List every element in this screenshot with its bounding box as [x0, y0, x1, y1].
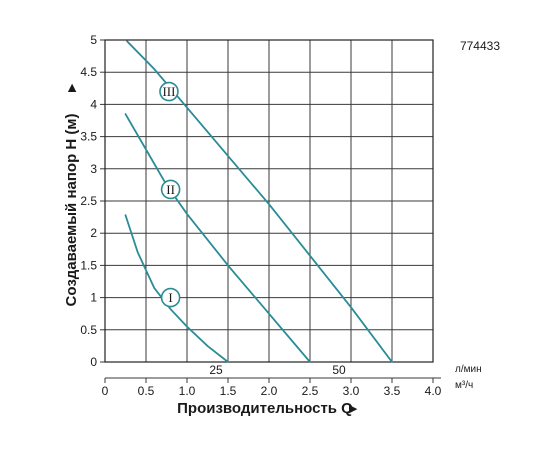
curve-marker-i — [160, 287, 181, 308]
x-tick-label: 2.0 — [261, 384, 278, 398]
y-tick-label: 0.5 — [80, 323, 97, 337]
product-code: 774433 — [460, 39, 500, 53]
x-tick-label: 0.5 — [138, 384, 155, 398]
unit-lpm-label: л/мин — [455, 364, 482, 375]
curve-marker-label: II — [166, 182, 175, 197]
y-tick-label: 2.5 — [80, 194, 97, 208]
y-tick-label: 5 — [90, 33, 97, 47]
y-tick-label: 4 — [90, 97, 97, 111]
x-tick-label: 3.5 — [384, 384, 401, 398]
unit-m3h-label: м³/ч — [455, 380, 473, 391]
y-tick-label: 1 — [90, 291, 97, 305]
y-tick-label: 3.5 — [80, 130, 97, 144]
y-tick-label: 3 — [90, 162, 97, 176]
y-axis-arrow-icon: ▸ — [63, 83, 80, 93]
x-tick-label: 1.5 — [220, 384, 237, 398]
x-axis-arrow-icon: ▸ — [348, 400, 358, 417]
curve-marker-ii — [160, 179, 181, 200]
x-tick-label-lpm: 25 — [209, 363, 223, 377]
plot-frame — [104, 39, 434, 363]
x-tick-label: 1.0 — [179, 384, 196, 398]
curve-marker-label: III — [162, 84, 175, 99]
curve-marker-iii — [159, 81, 179, 102]
curve-i — [124, 214, 229, 363]
y-axis-label: Создаваемый напор H (м) — [63, 114, 80, 307]
x-tick-label-lpm: 50 — [332, 363, 346, 377]
y-tick-label: 1.5 — [80, 258, 97, 272]
curve-marker-label: I — [168, 290, 172, 305]
x-tick-label: 3.0 — [343, 384, 360, 398]
grid — [100, 39, 441, 383]
curve-iii — [126, 40, 393, 363]
y-tick-label: 0 — [90, 355, 97, 369]
x-tick-label: 4.0 — [425, 384, 442, 398]
y-tick-label: 4.5 — [80, 65, 97, 79]
x-tick-label: 2.5 — [302, 384, 319, 398]
y-tick-label: 2 — [90, 226, 97, 240]
x-axis-label: Производительность Q — [177, 400, 353, 417]
tick-labels: 00.511.522.533.544.550 0.5 1.0 1.5 2.0 2.5 3.0… — [80, 33, 441, 398]
curve-ii — [124, 113, 311, 363]
x-tick-label: 0 — [102, 384, 109, 398]
